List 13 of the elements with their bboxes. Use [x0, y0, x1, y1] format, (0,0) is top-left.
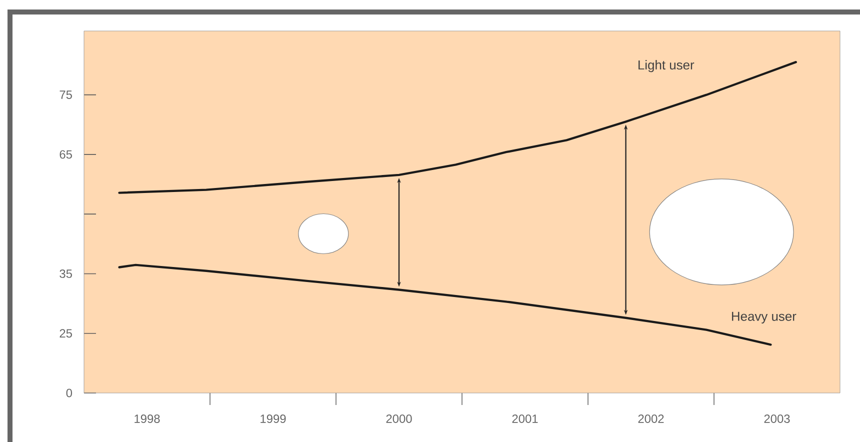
- x-tick-label: 1998: [134, 414, 160, 423]
- x-tick-label: 1999: [260, 414, 286, 423]
- x-tick-label: 2002: [638, 414, 664, 423]
- text: 65: [60, 150, 72, 159]
- text: 0: [66, 388, 72, 398]
- text: 75: [60, 90, 72, 99]
- x-tick-label: 2001: [512, 414, 538, 423]
- x-tick-label: 2000: [386, 414, 412, 423]
- x-tick-label: 2003: [764, 414, 790, 423]
- series-label: Light user: [638, 60, 694, 72]
- text: 25: [60, 329, 72, 338]
- text: 35: [60, 269, 72, 278]
- series-label: Heavy user: [732, 312, 796, 324]
